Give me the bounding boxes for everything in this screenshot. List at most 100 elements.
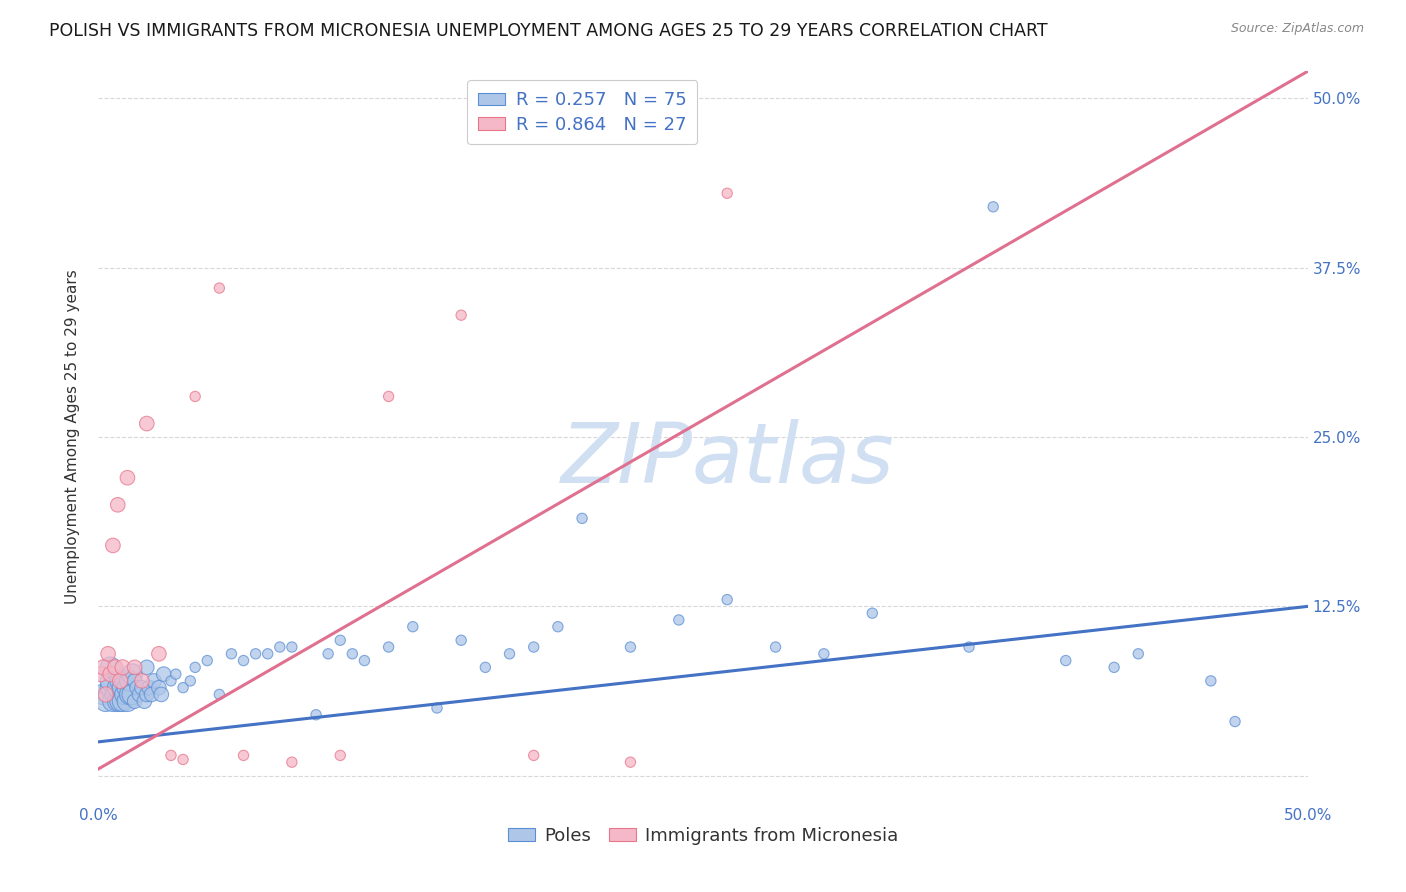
Point [1199,673,1222,688]
Point [547,620,569,634]
Point [571,511,593,525]
Point [128,688,150,702]
Point [195,654,218,668]
Point [118,688,141,702]
Point [450,308,472,322]
Point [981,200,1004,214]
Point [114,673,136,688]
Point [377,389,399,403]
Point [353,654,375,668]
Point [305,707,328,722]
Point [160,748,183,763]
Point [148,647,170,661]
Point [316,647,339,661]
Point [135,660,157,674]
Point [100,681,122,695]
Point [329,748,352,763]
Point [100,660,122,674]
Point [94,688,117,702]
Point [221,647,243,661]
Point [716,592,738,607]
Point [523,748,546,763]
Point [101,694,124,708]
Point [256,647,278,661]
Point [108,694,131,708]
Point [426,701,449,715]
Point [232,654,254,668]
Point [269,640,291,654]
Point [91,688,114,702]
Point [813,647,835,661]
Point [124,660,146,674]
Point [184,389,207,403]
Point [135,417,157,431]
Point [1128,647,1150,661]
Point [124,673,146,688]
Point [90,667,112,681]
Point [402,620,425,634]
Point [143,673,166,688]
Point [114,688,136,702]
Point [131,681,153,695]
Point [135,688,157,702]
Point [118,673,141,688]
Point [150,688,173,702]
Point [160,673,183,688]
Point [104,660,127,674]
Point [91,660,114,674]
Point [245,647,267,661]
Point [121,667,143,681]
Point [523,640,546,654]
Point [107,498,129,512]
Point [281,640,304,654]
Point [1223,714,1246,729]
Y-axis label: Unemployment Among Ages 25 to 29 years: Unemployment Among Ages 25 to 29 years [65,269,80,605]
Point [619,755,641,769]
Point [208,281,231,295]
Point [138,681,160,695]
Point [329,633,352,648]
Point [107,694,129,708]
Point [668,613,690,627]
Point [108,673,131,688]
Point [1102,660,1125,674]
Point [124,694,146,708]
Point [117,694,139,708]
Point [619,640,641,654]
Text: Source: ZipAtlas.com: Source: ZipAtlas.com [1230,22,1364,36]
Point [172,681,194,695]
Point [100,667,122,681]
Point [97,647,120,661]
Point [377,640,399,654]
Point [111,681,134,695]
Point [107,681,129,695]
Point [94,694,117,708]
Point [860,606,883,620]
Point [117,681,139,695]
Point [101,538,124,552]
Point [957,640,980,654]
Point [716,186,738,201]
Point [134,694,156,708]
Point [232,748,254,763]
Point [474,660,496,674]
Point [104,688,127,702]
Point [141,688,163,702]
Point [208,688,231,702]
Point [121,688,143,702]
Point [1054,654,1077,668]
Point [108,673,131,688]
Point [179,673,201,688]
Point [450,633,472,648]
Point [152,667,174,681]
Point [111,660,134,674]
Text: POLISH VS IMMIGRANTS FROM MICRONESIA UNEMPLOYMENT AMONG AGES 25 TO 29 YEARS CORR: POLISH VS IMMIGRANTS FROM MICRONESIA UNE… [49,22,1047,40]
Point [165,667,187,681]
Point [342,647,364,661]
Point [498,647,520,661]
Point [765,640,787,654]
Point [127,681,149,695]
Point [100,673,122,688]
Point [131,673,153,688]
Point [172,752,194,766]
